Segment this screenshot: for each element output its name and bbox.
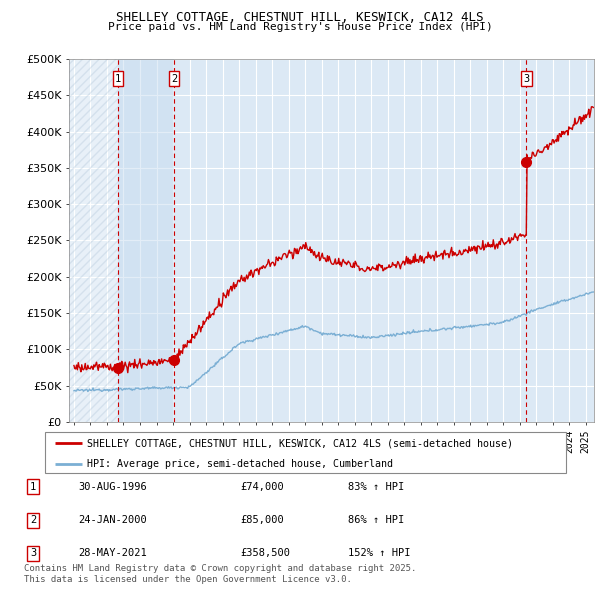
Text: HPI: Average price, semi-detached house, Cumberland: HPI: Average price, semi-detached house,… (87, 459, 393, 469)
Text: 3: 3 (523, 74, 530, 84)
Bar (118, 59, 174, 422)
Text: 1: 1 (30, 482, 36, 491)
Text: 28-MAY-2021: 28-MAY-2021 (78, 549, 147, 558)
Text: £85,000: £85,000 (240, 516, 284, 525)
Text: £358,500: £358,500 (240, 549, 290, 558)
Text: This data is licensed under the Open Government Licence v3.0.: This data is licensed under the Open Gov… (24, 575, 352, 584)
Text: 3: 3 (30, 549, 36, 558)
Text: SHELLEY COTTAGE, CHESTNUT HILL, KESWICK, CA12 4LS: SHELLEY COTTAGE, CHESTNUT HILL, KESWICK,… (116, 11, 484, 24)
Text: 30-AUG-1996: 30-AUG-1996 (78, 482, 147, 491)
Text: 1: 1 (115, 74, 121, 84)
Text: 2: 2 (171, 74, 177, 84)
FancyBboxPatch shape (44, 432, 566, 473)
Text: 83% ↑ HPI: 83% ↑ HPI (348, 482, 404, 491)
Text: 2: 2 (30, 516, 36, 525)
Bar (69, 59, 118, 422)
Text: Price paid vs. HM Land Registry's House Price Index (HPI): Price paid vs. HM Land Registry's House … (107, 22, 493, 32)
Text: £74,000: £74,000 (240, 482, 284, 491)
Text: 152% ↑ HPI: 152% ↑ HPI (348, 549, 410, 558)
Text: 86% ↑ HPI: 86% ↑ HPI (348, 516, 404, 525)
Text: SHELLEY COTTAGE, CHESTNUT HILL, KESWICK, CA12 4LS (semi-detached house): SHELLEY COTTAGE, CHESTNUT HILL, KESWICK,… (87, 438, 513, 448)
Text: Contains HM Land Registry data © Crown copyright and database right 2025.: Contains HM Land Registry data © Crown c… (24, 565, 416, 573)
Text: 24-JAN-2000: 24-JAN-2000 (78, 516, 147, 525)
